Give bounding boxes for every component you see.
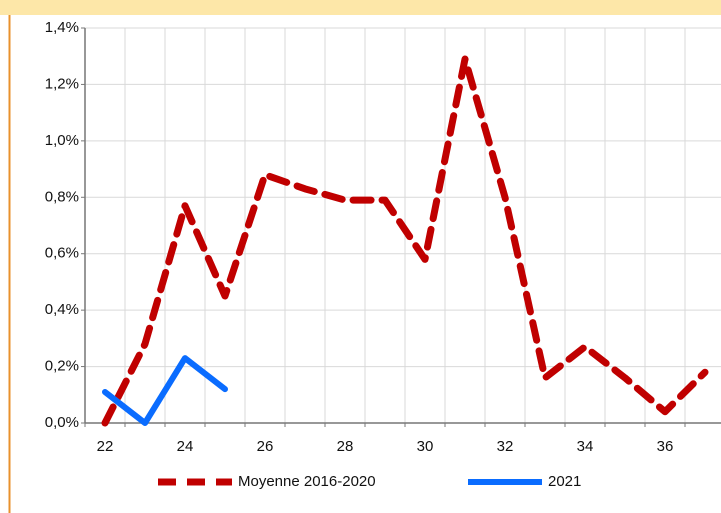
y-tick-label: 0,8% bbox=[45, 188, 79, 205]
legend-label: Moyenne 2016-2020 bbox=[238, 473, 376, 490]
series-line bbox=[102, 355, 228, 426]
y-tick-label: 1,2% bbox=[45, 75, 79, 92]
y-tick-label: 1,4% bbox=[45, 19, 79, 36]
series-line bbox=[101, 55, 709, 427]
x-tick-label: 30 bbox=[417, 438, 434, 455]
y-tick-label: 0,2% bbox=[45, 358, 79, 375]
x-tick-label: 34 bbox=[577, 438, 594, 455]
y-tick-label: 0,0% bbox=[45, 414, 79, 431]
y-tick-label: 0,6% bbox=[45, 245, 79, 262]
x-tick-label: 26 bbox=[257, 438, 274, 455]
x-tick-label: 24 bbox=[177, 438, 194, 455]
y-tick-label: 1,0% bbox=[45, 132, 79, 149]
y-tick-label: 0,4% bbox=[45, 301, 79, 318]
x-tick-label: 36 bbox=[657, 438, 674, 455]
x-tick-label: 32 bbox=[497, 438, 514, 455]
legend-label: 2021 bbox=[548, 473, 581, 490]
x-tick-label: 28 bbox=[337, 438, 354, 455]
x-tick-label: 22 bbox=[97, 438, 114, 455]
top-band bbox=[0, 0, 721, 15]
